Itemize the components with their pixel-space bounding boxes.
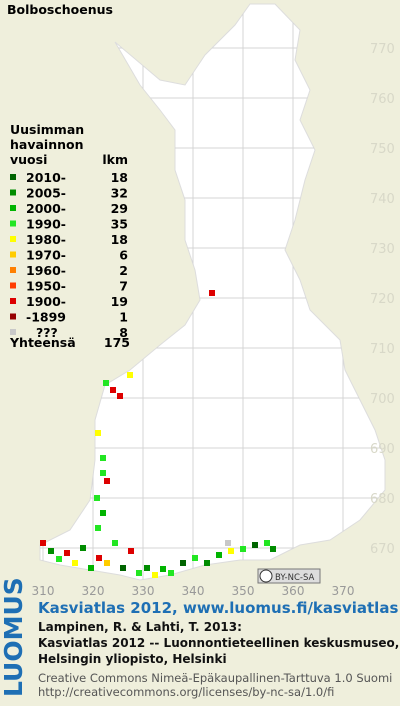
legend: 2010- 18 2005- 32 2000- 29 1990- 35 1980- 18 1970-… xyxy=(10,170,128,340)
legend-label: 2005- xyxy=(26,186,66,201)
legend-column: lkm xyxy=(102,152,128,167)
logo: LUOMUS xyxy=(0,577,28,697)
northing-label: 700 xyxy=(370,392,395,407)
legend-label: 1980- xyxy=(26,232,66,247)
legend-label: 1950- xyxy=(26,279,66,294)
citation: Helsingin yliopisto, Helsinki xyxy=(38,652,227,666)
northing-label: 670 xyxy=(370,542,395,557)
legend-swatch xyxy=(10,267,16,273)
northing-label: 750 xyxy=(370,142,395,157)
northing-label: 740 xyxy=(370,192,395,207)
citation: Lampinen, R. & Lahti, T. 2013: xyxy=(38,620,242,634)
legend-swatch xyxy=(10,298,16,304)
legend-label: 1970- xyxy=(26,248,66,263)
easting-label: 310 xyxy=(32,584,55,598)
legend-total: 175 xyxy=(104,335,130,350)
title: Bolboschoenus xyxy=(7,2,113,17)
legend-label: ??? xyxy=(36,325,58,340)
legend-count: 2 xyxy=(119,263,128,278)
legend-count: 35 xyxy=(111,217,128,232)
cc-badge-text: BY-NC-SA xyxy=(275,573,315,583)
citation: Kasviatlas 2012 -- Luonnontieteellinen k… xyxy=(38,636,399,650)
legend-count: 1 xyxy=(119,310,128,325)
legend-count: 19 xyxy=(111,294,128,309)
legend-swatch xyxy=(10,220,16,227)
legend-swatch xyxy=(10,282,16,289)
northing-label: 760 xyxy=(370,92,395,107)
northing-label: 720 xyxy=(370,292,395,307)
legend-heading: havainnon xyxy=(10,137,84,152)
legend-label: -1899 xyxy=(26,310,66,325)
legend-label: 1960- xyxy=(26,263,66,278)
legend-swatch xyxy=(10,313,16,320)
easting-label: 330 xyxy=(132,584,155,598)
easting-label: 320 xyxy=(82,584,105,598)
license: http://creativecommons.org/licenses/by-n… xyxy=(38,685,334,699)
cc-badge xyxy=(257,568,321,584)
legend-swatch xyxy=(10,174,16,180)
legend-label: 2000- xyxy=(26,201,66,216)
northing-label: 690 xyxy=(370,442,395,457)
observations xyxy=(40,290,276,578)
legend-swatch xyxy=(10,189,16,196)
legend-swatch xyxy=(10,329,16,335)
northing-label: 770 xyxy=(370,42,395,57)
legend-column: vuosi xyxy=(10,152,47,167)
legend-count: 18 xyxy=(111,232,128,247)
license: Creative Commons Nimeä-Epäkaupallinen-Ta… xyxy=(38,671,392,685)
legend-count: 18 xyxy=(111,170,128,185)
legend-label: 2010- xyxy=(26,170,66,185)
northing-label: 710 xyxy=(370,342,395,357)
legend-heading: Uusimman xyxy=(10,122,84,137)
legend-count: 29 xyxy=(111,201,128,216)
footer-link: Kasviatlas 2012, www.luomus.fi/kasviatla… xyxy=(38,599,398,617)
legend-count: 7 xyxy=(119,279,128,294)
northing-label: 680 xyxy=(370,492,395,507)
easting-label: 340 xyxy=(182,584,205,598)
legend-swatch xyxy=(10,236,16,242)
easting-label: 360 xyxy=(282,584,305,598)
legend-total-label: Yhteensä xyxy=(9,335,76,350)
easting-label: 370 xyxy=(332,584,355,598)
legend-label: 1900- xyxy=(26,294,66,309)
easting-label: 350 xyxy=(232,584,255,598)
northing-label: 730 xyxy=(370,242,395,257)
cc-icon xyxy=(259,569,273,583)
legend-label: 1990- xyxy=(26,217,66,232)
legend-count: 8 xyxy=(119,325,128,340)
legend-swatch xyxy=(10,205,16,211)
legend-swatch xyxy=(10,251,16,258)
legend-count: 6 xyxy=(119,248,128,263)
legend-count: 32 xyxy=(111,186,128,201)
